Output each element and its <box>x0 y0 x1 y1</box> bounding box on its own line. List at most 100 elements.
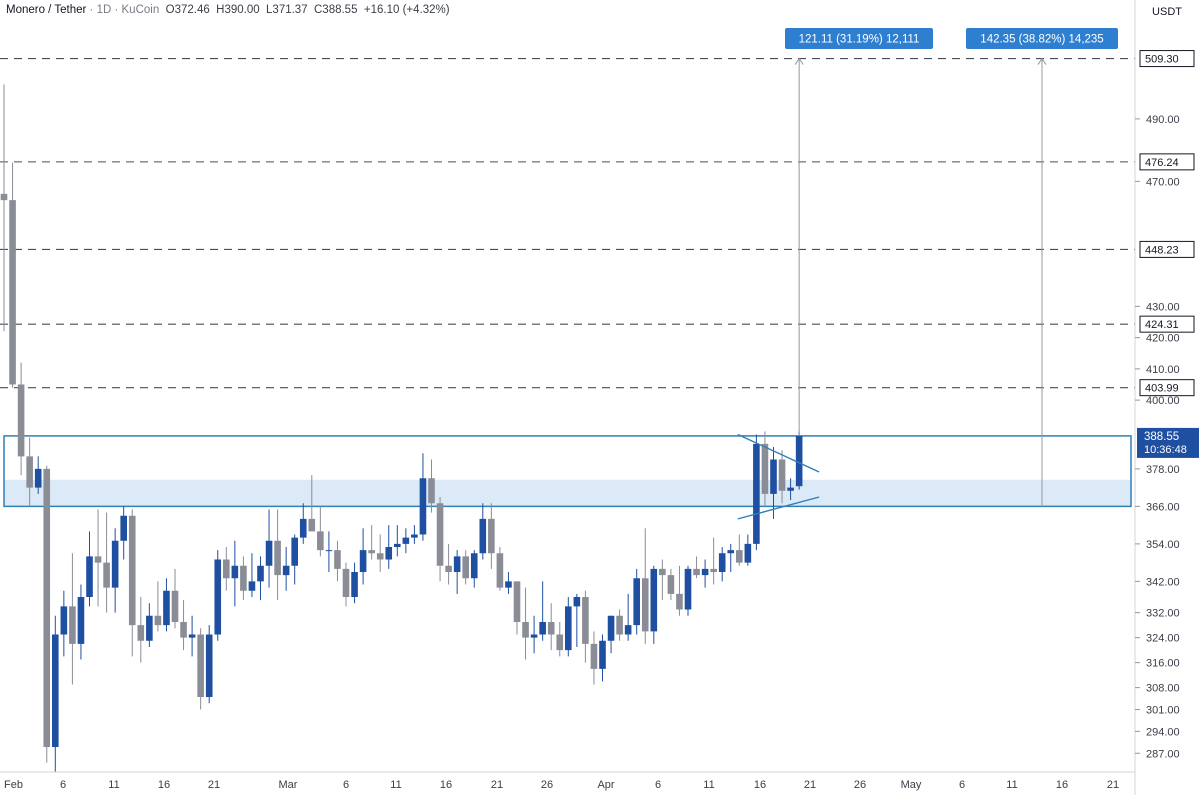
measure-arrowhead <box>794 57 804 65</box>
open-value: O372.46 <box>165 4 210 16</box>
candle-body <box>86 556 93 597</box>
candle-body <box>607 615 615 641</box>
candle-body <box>436 503 444 566</box>
candle <box>462 550 469 585</box>
candle-body <box>111 540 119 588</box>
candle-body <box>342 568 350 597</box>
candle <box>650 565 658 644</box>
candle-body <box>590 643 598 669</box>
candle <box>701 559 709 588</box>
candle-body <box>163 590 170 626</box>
interval-label[interactable]: 1D <box>96 4 112 16</box>
candle-body <box>325 550 333 552</box>
candle <box>368 525 375 560</box>
candle <box>359 528 367 585</box>
candle-body <box>650 568 658 632</box>
candle <box>205 625 213 704</box>
candle-body <box>265 540 273 566</box>
candle <box>590 631 598 685</box>
candle <box>522 587 529 660</box>
candle <box>659 559 666 601</box>
candle-body <box>197 634 204 697</box>
candle-body <box>17 384 25 457</box>
candle <box>479 503 487 560</box>
candle <box>52 615 59 772</box>
candle-body <box>496 553 504 588</box>
candle <box>436 497 444 582</box>
candle <box>547 603 555 651</box>
candle-body <box>479 518 487 554</box>
legend-sep: · <box>89 4 97 16</box>
x-tick-label: 26 <box>541 779 553 791</box>
candle-body <box>693 568 700 576</box>
candle <box>453 550 461 594</box>
candle <box>282 547 290 591</box>
candle <box>26 437 33 507</box>
high-value: H390.00 <box>216 4 260 16</box>
candle-body <box>736 550 743 563</box>
candle <box>120 506 127 560</box>
exchange-label: KuCoin <box>121 4 160 16</box>
candle <box>385 525 393 569</box>
candle <box>488 503 495 569</box>
candle-body <box>616 615 623 635</box>
candle <box>599 634 606 682</box>
candle <box>633 568 640 635</box>
level-badge-label: 509.30 <box>1145 54 1179 66</box>
candle <box>299 503 307 544</box>
candle-body <box>317 531 324 551</box>
candle-body <box>223 559 230 579</box>
candle-body <box>137 625 145 641</box>
candle-body <box>77 597 85 644</box>
candle-body <box>505 581 512 588</box>
candle <box>137 597 145 663</box>
candle <box>778 450 786 504</box>
candle-body <box>573 597 581 607</box>
candle <box>231 540 239 607</box>
candle <box>197 628 204 710</box>
currency-label[interactable]: USDT <box>1152 6 1182 18</box>
candle <box>291 534 298 585</box>
candle-body <box>701 568 709 576</box>
candle-body <box>710 568 717 572</box>
candle <box>180 600 187 651</box>
ohlc-values: O372.46 H390.00 L371.37 C388.55 +16.10 (… <box>162 4 450 16</box>
candle <box>60 590 68 657</box>
candle <box>146 603 153 647</box>
candle <box>342 562 350 607</box>
resistance-zone-box <box>3 435 1132 508</box>
x-tick-label: 6 <box>343 779 349 791</box>
candle-body <box>103 562 110 588</box>
x-tick-label: 11 <box>390 779 401 791</box>
candle-body <box>445 565 452 572</box>
candle-body <box>453 556 461 572</box>
measure-label: 142.35 (38.82%) 14,235 <box>980 34 1103 46</box>
candle-body <box>351 572 358 597</box>
candle <box>770 447 777 519</box>
x-tick-label: 26 <box>854 779 866 791</box>
candle <box>351 562 358 604</box>
candle-body <box>539 622 546 635</box>
candle-body <box>419 478 427 535</box>
candle-body <box>0 193 8 201</box>
candle-body <box>240 565 247 591</box>
candle-body <box>368 550 375 554</box>
y-tick-label: 410.00 <box>1146 364 1180 376</box>
candle-body <box>34 468 42 488</box>
y-tick-label: 490.00 <box>1146 114 1180 126</box>
close-value: C388.55 <box>314 4 358 16</box>
candle <box>744 534 752 566</box>
y-tick-label: 324.00 <box>1146 633 1180 645</box>
candle <box>684 565 692 616</box>
y-tick-label: 301.00 <box>1146 705 1180 717</box>
y-tick-label: 366.00 <box>1146 501 1180 513</box>
level-badge <box>1139 240 1195 258</box>
candle-body <box>231 565 239 579</box>
candle <box>710 537 717 585</box>
candle <box>530 615 538 654</box>
candle <box>86 531 93 607</box>
candle-body <box>411 534 418 538</box>
candle <box>163 578 170 632</box>
candle <box>43 465 51 763</box>
